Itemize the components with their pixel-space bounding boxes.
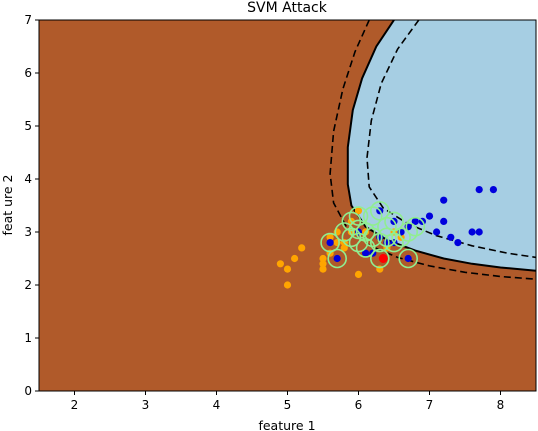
support-vector-ring [405, 216, 426, 237]
support-vector-ring [377, 227, 397, 248]
class-a-point [362, 249, 370, 257]
y-tick-label: 1 [24, 331, 32, 345]
support-vector-ring [320, 232, 340, 253]
x-tick-label: 7 [426, 398, 434, 412]
class-a-point [440, 217, 448, 225]
x-axis-label: feature 1 [258, 418, 315, 431]
x-tick-label: 2 [71, 398, 79, 412]
support-vector-ring [369, 232, 390, 253]
class-a-point [333, 254, 341, 263]
support-vector-ring [355, 238, 376, 258]
class-b-point [276, 260, 284, 268]
y-tick-label: 4 [24, 172, 32, 186]
x-tick-label: 6 [355, 398, 363, 412]
plot-area [38, 19, 537, 392]
inside-region [347, 20, 536, 271]
class-a-point [454, 239, 462, 247]
chart-title: SVM Attack [247, 0, 328, 16]
y-tick-label: 3 [24, 225, 32, 239]
support-vector-ring [398, 222, 419, 242]
class-a-point [447, 233, 455, 241]
support-vector-ring [341, 227, 362, 248]
support-vector-ring [377, 216, 397, 237]
margin-inner [366, 20, 536, 259]
support-vector-ring [398, 248, 419, 269]
attack-point [378, 254, 388, 263]
y-axis-label: feat ure 2 [0, 174, 15, 235]
support-vector-ring [384, 232, 404, 253]
class-a-point [468, 228, 476, 236]
x-axis: 2 3 4 5 6 7 8 [71, 391, 505, 412]
support-vector-ring [348, 206, 369, 226]
class-b-point [291, 254, 299, 263]
margin-outer [329, 20, 536, 280]
class-b-point [319, 254, 327, 263]
class-b-point [326, 233, 334, 241]
y-tick-label: 5 [24, 119, 32, 133]
y-tick-label: 6 [24, 66, 32, 80]
class-b-point [283, 265, 292, 273]
class-b-point [354, 207, 363, 215]
support-vector-ring [369, 201, 390, 221]
class-a-point [433, 228, 441, 236]
points-layer [276, 186, 497, 289]
y-tick-label: 2 [24, 278, 32, 292]
x-tick-label: 5 [284, 398, 292, 412]
class-a-point [440, 196, 448, 204]
class-a-point [475, 228, 483, 236]
support-vector-ring [334, 222, 355, 242]
support-vector-ring [348, 219, 369, 240]
class-b-point [354, 270, 363, 278]
y-axis: 0 1 2 3 4 5 6 7 [24, 13, 39, 398]
x-tick-label: 3 [142, 398, 150, 412]
class-b-point [319, 260, 327, 268]
y-tick-label: 0 [24, 384, 32, 398]
support-vector-ring [391, 227, 411, 248]
support-vector-ring [327, 248, 348, 269]
support-vector-ring [362, 206, 383, 226]
x-tick-label: 8 [497, 398, 505, 412]
class-a-point [326, 239, 334, 247]
x-tick-label: 4 [213, 398, 221, 412]
class-a-point [475, 186, 483, 194]
class-a-point [489, 186, 497, 194]
support-vector-ring [348, 232, 369, 253]
support-vector-ring [369, 248, 390, 269]
class-b-point [319, 265, 327, 273]
class-a-point [411, 217, 419, 225]
class-b-point [298, 244, 306, 252]
class-b-point [340, 244, 348, 252]
class-b-point [283, 281, 292, 289]
class-a-point [425, 212, 434, 220]
class-a-point [404, 254, 412, 263]
y-tick-label: 7 [24, 13, 32, 27]
support-vector-ring [384, 211, 404, 232]
